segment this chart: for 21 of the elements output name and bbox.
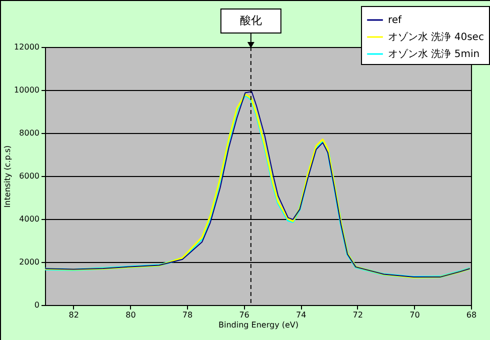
x-tick-label: 70 [410,310,420,320]
y-tick-label: 12000 [14,42,40,52]
legend-label: ref [388,15,402,26]
x-tick-label: 74 [296,310,306,320]
y-axis-title: Intensity (c.p.s) [3,145,12,208]
x-tick-label: 68 [466,310,477,320]
x-tick-label: 72 [352,310,363,320]
y-tick-label: 0 [34,300,40,310]
legend-label: オゾン水 洗浄 5min [388,48,480,60]
y-tick-label: 4000 [19,214,40,224]
x-tick-label: 80 [126,310,136,320]
y-tick-label: 6000 [19,172,40,180]
x-tick-label: 82 [68,310,79,320]
y-tick-label: 8000 [19,128,40,138]
legend-label: オゾン水 洗浄 40sec [388,31,484,43]
x-tick-label: 78 [182,310,193,320]
ref-line-label: 酸化 [240,14,262,27]
x-axis-title: Binding Energy (eV) [218,320,298,330]
y-tick-label: 10000 [14,86,40,94]
x-tick-label: 76 [239,310,250,320]
y-tick-label: 2000 [19,258,40,266]
